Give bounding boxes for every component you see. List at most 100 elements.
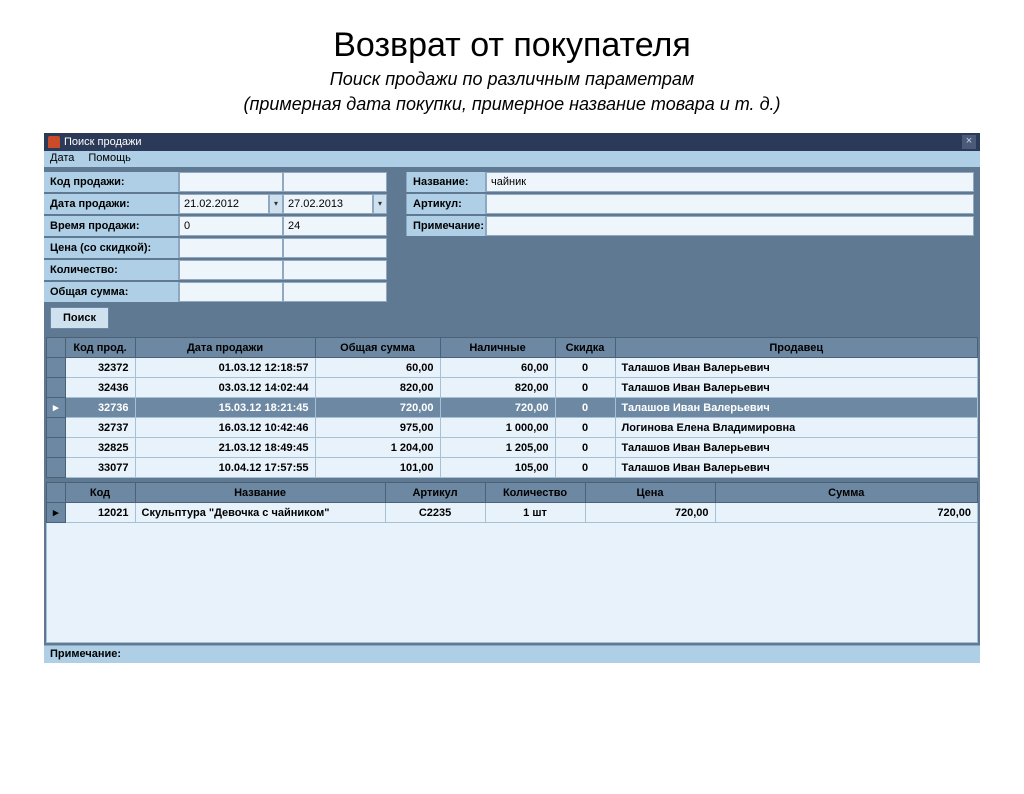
- cell-code: 33077: [65, 458, 135, 478]
- col-disc[interactable]: Скидка: [555, 338, 615, 358]
- row-marker: [47, 358, 66, 378]
- sales-table: Код прод. Дата продажи Общая сумма Налич…: [46, 337, 978, 478]
- col-sum[interactable]: Общая сумма: [315, 338, 440, 358]
- close-icon[interactable]: ×: [962, 135, 976, 149]
- cell-disc: 0: [555, 438, 615, 458]
- label-sum: Общая сумма:: [44, 282, 179, 302]
- cell-item-name: Скульптура "Девочка с чайником": [135, 503, 385, 523]
- col-item-sum[interactable]: Сумма: [715, 483, 977, 503]
- col-cash[interactable]: Наличные: [440, 338, 555, 358]
- cell-code: 32825: [65, 438, 135, 458]
- col-item-qty[interactable]: Количество: [485, 483, 585, 503]
- cell-cash: 1 205,00: [440, 438, 555, 458]
- col-code[interactable]: Код прод.: [65, 338, 135, 358]
- label-name: Название:: [406, 172, 486, 192]
- row-marker: ▸: [47, 398, 66, 418]
- input-time-from[interactable]: 0: [179, 216, 283, 236]
- cell-date: 01.03.12 12:18:57: [135, 358, 315, 378]
- table-row[interactable]: ▸3273615.03.12 18:21:45720,00720,000Тала…: [47, 398, 978, 418]
- cell-disc: 0: [555, 398, 615, 418]
- table-row[interactable]: 3273716.03.12 10:42:46975,001 000,000Лог…: [47, 418, 978, 438]
- input-date-from[interactable]: 21.02.2012: [179, 194, 269, 214]
- col-item-code[interactable]: Код: [65, 483, 135, 503]
- menubar: Дата Помощь: [44, 151, 980, 167]
- col-item-price[interactable]: Цена: [585, 483, 715, 503]
- date-to-dropdown-icon[interactable]: ▾: [373, 194, 387, 214]
- cell-item-code: 12021: [65, 503, 135, 523]
- table-row[interactable]: 3243603.03.12 14:02:44820,00820,000Талаш…: [47, 378, 978, 398]
- input-sum-to[interactable]: [283, 282, 387, 302]
- cell-code: 32372: [65, 358, 135, 378]
- cell-cash: 60,00: [440, 358, 555, 378]
- col-seller[interactable]: Продавец: [615, 338, 977, 358]
- cell-disc: 0: [555, 378, 615, 398]
- window-title: Поиск продажи: [64, 136, 142, 148]
- cell-item-sku: C2235: [385, 503, 485, 523]
- col-date[interactable]: Дата продажи: [135, 338, 315, 358]
- cell-disc: 0: [555, 418, 615, 438]
- menu-help[interactable]: Помощь: [88, 152, 131, 166]
- input-sale-code-from[interactable]: [179, 172, 283, 192]
- slide-subtitle-2: (примерная дата покупки, примерное назва…: [0, 94, 1024, 115]
- input-name[interactable]: чайник: [486, 172, 974, 192]
- slide-subtitle-1: Поиск продажи по различным параметрам: [0, 69, 1024, 90]
- cell-date: 15.03.12 18:21:45: [135, 398, 315, 418]
- cell-date: 03.03.12 14:02:44: [135, 378, 315, 398]
- menu-date[interactable]: Дата: [50, 152, 74, 166]
- input-qty-to[interactable]: [283, 260, 387, 280]
- slide-title: Возврат от покупателя: [0, 26, 1024, 65]
- col-marker-2: [47, 483, 66, 503]
- cell-cash: 105,00: [440, 458, 555, 478]
- input-time-to[interactable]: 24: [283, 216, 387, 236]
- input-sale-code-to[interactable]: [283, 172, 387, 192]
- input-qty-from[interactable]: [179, 260, 283, 280]
- footer-note: Примечание:: [44, 645, 980, 663]
- table-row[interactable]: 3282521.03.12 18:49:451 204,001 205,000Т…: [47, 438, 978, 458]
- label-sale-code: Код продажи:: [44, 172, 179, 192]
- label-sale-time: Время продажи:: [44, 216, 179, 236]
- search-window: Поиск продажи × Дата Помощь Код продажи:…: [44, 133, 980, 663]
- input-price-from[interactable]: [179, 238, 283, 258]
- col-marker: [47, 338, 66, 358]
- cell-disc: 0: [555, 358, 615, 378]
- cell-date: 10.04.12 17:57:55: [135, 458, 315, 478]
- cell-sum: 820,00: [315, 378, 440, 398]
- input-sum-from[interactable]: [179, 282, 283, 302]
- cell-sum: 720,00: [315, 398, 440, 418]
- col-item-name[interactable]: Название: [135, 483, 385, 503]
- table-row[interactable]: 3237201.03.12 12:18:5760,0060,000Талашов…: [47, 358, 978, 378]
- items-table: Код Название Артикул Количество Цена Сум…: [46, 482, 978, 523]
- label-price: Цена (со скидкой):: [44, 238, 179, 258]
- cell-sum: 975,00: [315, 418, 440, 438]
- cell-seller: Логинова Елена Владимировна: [615, 418, 977, 438]
- cell-code: 32736: [65, 398, 135, 418]
- col-item-sku[interactable]: Артикул: [385, 483, 485, 503]
- search-button[interactable]: Поиск: [50, 307, 109, 329]
- input-date-to[interactable]: 27.02.2013: [283, 194, 373, 214]
- cell-item-sum: 720,00: [715, 503, 977, 523]
- cell-seller: Талашов Иван Валерьевич: [615, 398, 977, 418]
- cell-sum: 101,00: [315, 458, 440, 478]
- cell-sum: 1 204,00: [315, 438, 440, 458]
- row-marker: [47, 458, 66, 478]
- cell-item-price: 720,00: [585, 503, 715, 523]
- cell-code: 32436: [65, 378, 135, 398]
- label-sku: Артикул:: [406, 194, 486, 214]
- table-row[interactable]: 3307710.04.12 17:57:55101,00105,000Талаш…: [47, 458, 978, 478]
- input-note[interactable]: [486, 216, 974, 236]
- items-empty-area: [46, 523, 978, 643]
- date-from-dropdown-icon[interactable]: ▾: [269, 194, 283, 214]
- input-sku[interactable]: [486, 194, 974, 214]
- cell-cash: 720,00: [440, 398, 555, 418]
- cell-seller: Талашов Иван Валерьевич: [615, 438, 977, 458]
- input-price-to[interactable]: [283, 238, 387, 258]
- search-form: Код продажи: Название: чайник Дата прода…: [44, 167, 980, 335]
- label-qty: Количество:: [44, 260, 179, 280]
- cell-seller: Талашов Иван Валерьевич: [615, 358, 977, 378]
- cell-item-qty: 1 шт: [485, 503, 585, 523]
- cell-date: 16.03.12 10:42:46: [135, 418, 315, 438]
- table-row[interactable]: ▸12021Скульптура "Девочка с чайником"C22…: [47, 503, 978, 523]
- row-marker: [47, 378, 66, 398]
- lock-icon: [48, 136, 60, 148]
- row-marker: [47, 418, 66, 438]
